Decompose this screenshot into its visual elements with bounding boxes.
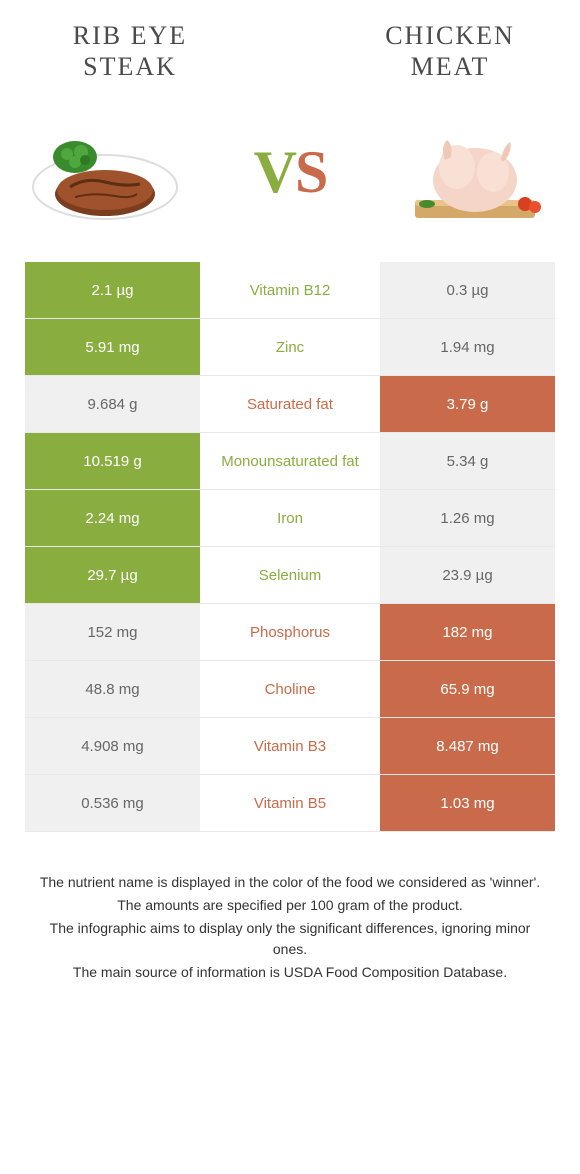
right-value: 1.94 mg: [380, 319, 555, 375]
footer-line-1: The nutrient name is displayed in the co…: [35, 872, 545, 893]
images-row: VS: [0, 92, 580, 262]
nutrient-name: Saturated fat: [200, 376, 380, 432]
left-value: 29.7 µg: [25, 547, 200, 603]
left-value: 5.91 mg: [25, 319, 200, 375]
table-row: 10.519 gMonounsaturated fat5.34 g: [25, 433, 555, 490]
right-value: 0.3 µg: [380, 262, 555, 318]
table-row: 5.91 mgZinc1.94 mg: [25, 319, 555, 376]
table-row: 152 mgPhosphorus182 mg: [25, 604, 555, 661]
food-image-right: [395, 112, 555, 232]
nutrient-name: Iron: [200, 490, 380, 546]
comparison-table: 2.1 µgVitamin B120.3 µg5.91 mgZinc1.94 m…: [25, 262, 555, 832]
footer-line-4: The main source of information is USDA F…: [35, 962, 545, 983]
right-value: 23.9 µg: [380, 547, 555, 603]
table-row: 2.24 mgIron1.26 mg: [25, 490, 555, 547]
nutrient-name: Choline: [200, 661, 380, 717]
nutrient-name: Monounsaturated fat: [200, 433, 380, 489]
vs-v: V: [254, 139, 295, 205]
table-row: 2.1 µgVitamin B120.3 µg: [25, 262, 555, 319]
nutrient-name: Phosphorus: [200, 604, 380, 660]
left-value: 0.536 mg: [25, 775, 200, 831]
left-value: 10.519 g: [25, 433, 200, 489]
left-value: 48.8 mg: [25, 661, 200, 717]
table-row: 29.7 µgSelenium23.9 µg: [25, 547, 555, 604]
right-value: 5.34 g: [380, 433, 555, 489]
footer-notes: The nutrient name is displayed in the co…: [0, 832, 580, 983]
right-value: 3.79 g: [380, 376, 555, 432]
nutrient-name: Selenium: [200, 547, 380, 603]
vs-s: S: [295, 139, 326, 205]
header: Rib eye steak Chicken meat: [0, 0, 580, 92]
nutrient-name: Vitamin B3: [200, 718, 380, 774]
title-left: Rib eye steak: [40, 20, 220, 82]
table-row: 4.908 mgVitamin B38.487 mg: [25, 718, 555, 775]
food-image-left: [25, 112, 185, 232]
nutrient-name: Vitamin B5: [200, 775, 380, 831]
table-row: 0.536 mgVitamin B51.03 mg: [25, 775, 555, 832]
right-value: 182 mg: [380, 604, 555, 660]
left-value: 2.24 mg: [25, 490, 200, 546]
left-value: 2.1 µg: [25, 262, 200, 318]
table-row: 48.8 mgCholine65.9 mg: [25, 661, 555, 718]
table-row: 9.684 gSaturated fat3.79 g: [25, 376, 555, 433]
right-value: 65.9 mg: [380, 661, 555, 717]
right-value: 1.03 mg: [380, 775, 555, 831]
right-value: 8.487 mg: [380, 718, 555, 774]
footer-line-2: The amounts are specified per 100 gram o…: [35, 895, 545, 916]
title-right: Chicken meat: [360, 20, 540, 82]
footer-line-3: The infographic aims to display only the…: [35, 918, 545, 960]
right-value: 1.26 mg: [380, 490, 555, 546]
nutrient-name: Vitamin B12: [200, 262, 380, 318]
left-value: 9.684 g: [25, 376, 200, 432]
vs-label: VS: [254, 138, 327, 207]
left-value: 152 mg: [25, 604, 200, 660]
nutrient-name: Zinc: [200, 319, 380, 375]
left-value: 4.908 mg: [25, 718, 200, 774]
